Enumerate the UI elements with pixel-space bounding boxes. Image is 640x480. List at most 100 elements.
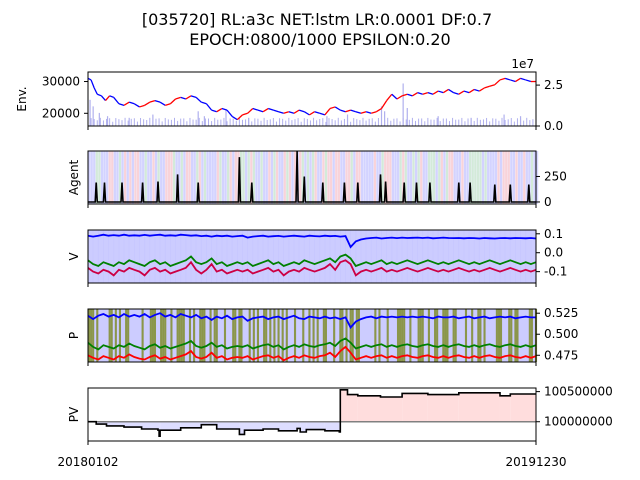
price-segment [515,77,521,83]
action-band [108,151,111,204]
action-band [250,151,253,204]
exploration-band [374,309,377,362]
policy-series-hold [87,337,537,351]
action-band [201,151,204,204]
action-band [283,151,286,204]
exploration-band [355,309,358,362]
exploration-band [316,309,319,362]
pv-gain-fill [402,393,428,422]
exploration-band [444,309,447,362]
action-band [389,151,392,204]
action-band [386,151,389,204]
action-band [170,151,173,204]
exploration-band [322,309,325,362]
action-band [497,151,500,204]
agent-panel: Agent 250 0 [67,150,567,209]
price-segment [355,111,362,114]
price-segment [365,111,372,114]
action-band [304,151,307,204]
y-tick-label: 0.525 [544,306,578,320]
action-band [178,151,181,204]
value-series-buy [87,233,537,249]
pv-loss-fill [216,421,240,429]
action-band [185,151,189,204]
action-band [147,151,150,204]
action-band [211,151,214,204]
action-band [492,151,495,204]
price-segment [109,95,114,99]
exploration-band [265,309,268,362]
pv-gain-fill [499,395,511,422]
exploration-band [516,309,519,362]
action-band [98,151,101,204]
action-band [414,151,418,204]
price-segment [407,93,413,97]
action-band [355,151,358,204]
price-segment [396,95,403,100]
exploration-band [452,309,455,362]
value-panel: V 0.1 0.0 -0.1 [67,227,567,287]
action-band [330,151,333,204]
exploration-band [403,309,406,362]
pv-loss-fill [324,421,340,431]
exploration-band [285,309,288,362]
action-band [216,151,219,204]
pv-loss-fill [306,421,325,430]
exploration-band [421,309,424,362]
price-segment [169,98,176,105]
action-band [528,151,531,204]
y-axis-label: Agent [67,159,81,195]
price-segment [494,79,501,86]
action-band [427,151,431,204]
price-segment [268,107,274,111]
price-segment [319,112,326,116]
action-band [275,151,279,204]
price-segment [262,107,269,113]
action-band [278,151,281,204]
price-segment [468,88,475,94]
action-band [350,151,353,204]
action-band [515,151,518,204]
action-band [533,151,536,204]
action-band [154,151,158,204]
price-segment [97,93,102,97]
action-band [507,151,510,204]
action-band [136,151,140,204]
action-band [451,151,454,204]
price-segment [129,101,135,105]
exploration-band [351,309,354,362]
y-axis-label: V [67,252,81,261]
price-segment [314,111,320,114]
price-segment [93,87,98,95]
action-band [499,151,503,204]
pv-loss-fill [239,421,245,435]
exploration-band [530,309,533,362]
pv-gain-fill [347,394,358,422]
price-segment [391,93,398,100]
action-band [536,151,539,204]
price-segment [298,109,305,113]
price-segment [376,107,382,113]
exploration-band [324,309,327,362]
action-band [88,151,91,204]
exploration-band [164,309,167,362]
x-axis-start-label: 20180102 [57,455,118,469]
exploration-band [96,309,99,362]
price-segment [412,92,418,97]
action-band [111,151,114,204]
action-band [420,151,423,204]
price-segment [293,109,300,114]
pv-gain-fill [340,389,348,422]
action-band [371,151,374,204]
exploration-band [508,309,511,362]
action-band [242,151,245,204]
action-band [157,151,160,204]
action-band [353,151,356,204]
action-band [90,151,93,204]
action-band [312,151,315,204]
action-band [319,151,322,204]
action-band [209,151,212,204]
exploration-band [345,309,348,362]
exploration-band [92,309,95,362]
